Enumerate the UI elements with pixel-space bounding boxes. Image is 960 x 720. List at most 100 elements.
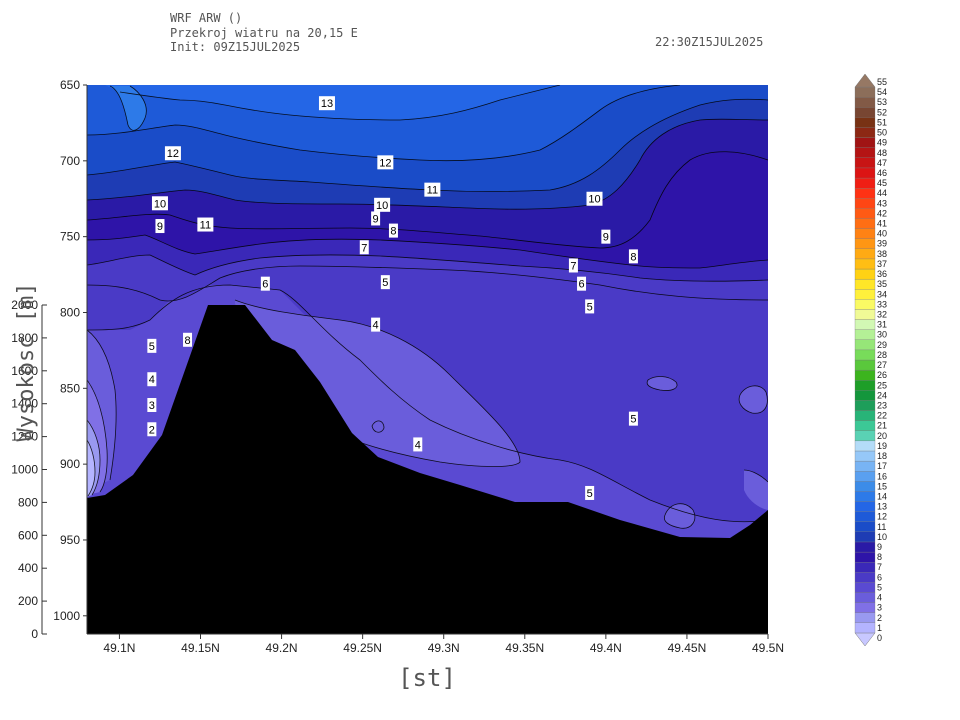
contour-label: 5 (587, 488, 593, 500)
contour-label-box (151, 196, 168, 211)
colorbar-swatch (854, 187, 876, 199)
colorbar: 0123456789101112131415161718192021222324… (854, 73, 887, 647)
colorbar-swatch (854, 137, 876, 148)
colorbar-swatch (854, 450, 876, 462)
contour-label-box (164, 146, 181, 161)
colorbar-swatch (854, 440, 876, 452)
contour-label: 8 (630, 251, 636, 263)
colorbar-swatch (854, 612, 876, 623)
y2-tick-label: 600 (18, 528, 38, 542)
colorbar-swatch (854, 369, 876, 381)
contour-label-box (371, 211, 381, 226)
colorbar-swatch (854, 400, 876, 411)
colorbar-label: 54 (877, 87, 887, 97)
colorbar-swatch (854, 177, 876, 189)
colorbar-swatch (854, 430, 876, 442)
x-axis-label: [st] (398, 664, 456, 692)
colorbar-label: 53 (877, 97, 887, 107)
colorbar-swatch (854, 592, 876, 603)
colorbar-swatch (854, 86, 876, 98)
y-axis-height: 0 200 400 600 800 1000 1200 1400 1600 1800 2000 (11, 298, 47, 641)
y-tick-label: 700 (60, 154, 80, 168)
colorbar-swatch (854, 410, 876, 421)
colorbar-label: 41 (877, 219, 887, 229)
colorbar-swatch (854, 218, 876, 229)
contour-label: 5 (587, 301, 593, 313)
y-tick-label: 950 (60, 533, 80, 547)
colorbar-swatch (854, 278, 876, 290)
colorbar-label: 2 (877, 613, 882, 623)
colorbar-swatch (854, 551, 876, 563)
contour-label-box (318, 96, 335, 111)
colorbar-label: 36 (877, 269, 887, 279)
y-tick-label: 850 (60, 381, 80, 395)
contour-label: 10 (154, 198, 166, 210)
colorbar-swatch (854, 541, 876, 553)
colorbar-label: 8 (877, 552, 882, 562)
colorbar-label: 29 (877, 340, 887, 350)
contour-label-box (424, 182, 441, 197)
x-tick-label: 49.15N (181, 641, 220, 655)
colorbar-label: 31 (877, 320, 887, 330)
colorbar-label: 35 (877, 279, 887, 289)
colorbar-label: 14 (877, 491, 887, 501)
colorbar-label: 20 (877, 431, 887, 441)
x-tick-label: 49.2N (266, 641, 298, 655)
colorbar-swatch (854, 268, 876, 280)
colorbar-label: 9 (877, 542, 882, 552)
colorbar-label: 13 (877, 502, 887, 512)
colorbar-label: 43 (877, 198, 887, 208)
x-axis: 49.1N 49.15N 49.2N 49.25N 49.3N 49.35N 49.4N 49… (103, 634, 784, 655)
contour-label: 9 (373, 213, 379, 225)
colorbar-label: 26 (877, 370, 887, 380)
colorbar-label: 33 (877, 299, 887, 309)
colorbar-swatch (854, 127, 876, 138)
contour-label: 10 (376, 200, 388, 212)
colorbar-label: 55 (877, 77, 887, 87)
y-tick-label: 750 (60, 230, 80, 244)
colorbar-swatch (854, 390, 876, 401)
colorbar-swatch (854, 460, 876, 472)
colorbar-swatch (854, 339, 876, 351)
contour-label-box (585, 485, 595, 500)
colorbar-swatch (854, 258, 876, 270)
contour-label-box (568, 258, 578, 273)
contour-label: 8 (390, 226, 396, 238)
colorbar-swatch (854, 198, 876, 209)
colorbar-swatch (854, 572, 876, 583)
contour-label: 4 (149, 374, 155, 386)
colorbar-label: 48 (877, 148, 887, 158)
colorbar-label: 24 (877, 390, 887, 400)
colorbar-label: 40 (877, 229, 887, 239)
contour-label-box (413, 437, 423, 452)
colorbar-swatch (854, 562, 876, 573)
colorbar-label: 30 (877, 330, 887, 340)
colorbar-label: 34 (877, 289, 887, 299)
colorbar-swatch (854, 167, 876, 179)
contour-label: 2 (149, 424, 155, 436)
colorbar-label: 10 (877, 532, 887, 542)
y2-tick-label: 1200 (11, 430, 38, 444)
band-15 (235, 300, 520, 467)
contour-label: 5 (382, 277, 388, 289)
colorbar-label: 38 (877, 249, 887, 259)
contour-label: 12 (379, 157, 391, 169)
contour-label: 7 (361, 242, 367, 254)
contour-label-box (388, 223, 398, 238)
colorbar-label: 25 (877, 380, 887, 390)
y-axis-pressure: 650 700 750 800 850 900 950 1000 (53, 78, 87, 623)
contour-label-box (585, 299, 595, 314)
colorbar-swatch (854, 329, 876, 340)
contour-label: 4 (373, 320, 379, 332)
colorbar-swatch (854, 481, 876, 492)
colorbar-label: 21 (877, 421, 887, 431)
contour-label: 3 (149, 400, 155, 412)
x-tick-label: 49.45N (668, 641, 707, 655)
band-16 (647, 376, 678, 391)
colorbar-swatch (854, 289, 876, 300)
header-init: Init: 09Z15JUL2025 (170, 40, 301, 54)
contour-label-box (197, 217, 214, 232)
colorbar-label: 11 (877, 522, 886, 532)
colorbar-label: 12 (877, 512, 887, 522)
band-19 (744, 470, 768, 510)
